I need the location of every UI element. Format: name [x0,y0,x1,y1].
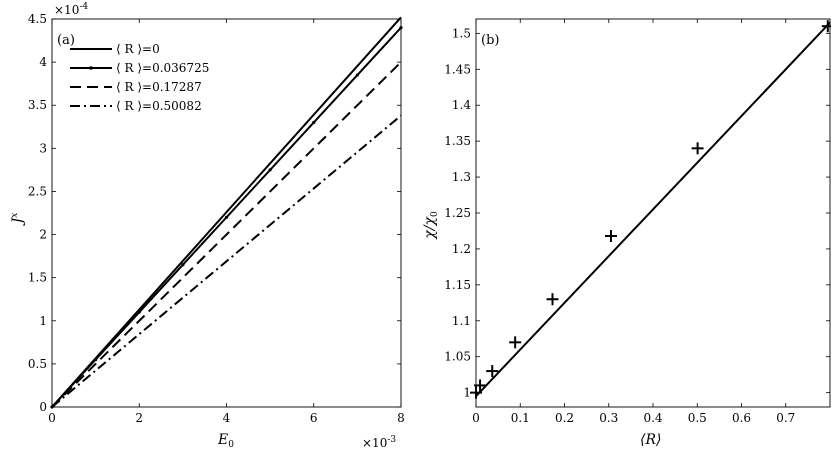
panel-a-ytick-label: 4 [39,55,47,69]
panel-a-ytick-label: 1.5 [28,271,47,285]
panel-a-series-line-4 [51,114,402,408]
panel-b-marks [470,20,831,399]
panel-a-ytick-label: 1 [39,314,47,328]
panel-b-point-1 [470,386,482,399]
panel-b-ytick-label: 1.45 [444,62,471,76]
panel-b-xtick-label: 0.1 [511,411,530,425]
panel-b-xtick-label: 0.5 [688,411,707,425]
panel-b-point-6 [604,229,617,242]
panel-b-point-7 [691,142,704,155]
panel-b-xtick-label: 0.3 [599,411,618,425]
panel-b-ytick-label: 1.25 [444,206,471,220]
panel-a-ytick-label: 3.5 [28,98,47,112]
panel-b-ytick-label: 1.35 [444,134,471,148]
panel-b-point-3 [486,365,499,378]
panel-a-series-marker [94,357,98,362]
panel-a-xtick-label: 8 [397,411,405,425]
legend-label-1: ⟨ R ⟩=0 [116,42,160,56]
panel-b-fit-line [475,21,831,397]
panel-b-ylabel: χ/χ0 [422,211,440,240]
legend-label-4: ⟨ R ⟩=0.50082 [116,99,202,113]
panel-a-ticks: 0 2 4 6 8 0 0.5 1 1.5 2 2.5 3 3.5 4 4.5 [28,12,405,425]
panel-b-xtick-label: 0.4 [643,411,662,425]
panel-a-ytick-label: 2.5 [28,184,47,198]
panel-a-ytick-label: 0.5 [28,357,47,371]
panel-a-series-marker [355,73,359,77]
panel-b-xtick-label: 0.6 [732,411,751,425]
panel-b-ticks: 0 0.1 0.2 0.3 0.4 0.5 0.6 0.7 1 1.05 1.1 1.15 1.2 1.2… [444,19,830,425]
panel-a-series-marker [181,263,185,267]
legend-label-3: ⟨ R ⟩=0.17287 [116,80,202,94]
panel-b-ytick-label: 1.05 [444,350,471,364]
panel-a: 0 2 4 6 8 0 0.5 1 1.5 2 2.5 3 3.5 4 4.5 (a) ×10-4 ×10-… [10,2,405,450]
panel-b-xlabel: ⟨R⟩ [640,432,661,448]
panel-b: 0 0.1 0.2 0.3 0.4 0.5 0.6 0.7 1 1.05 1.1 1.15 1.2 1.2… [422,18,831,448]
panel-a-ytick-label: 2 [39,228,47,242]
panel-b-point-5 [546,293,559,306]
panel-a-series-marker [224,215,229,219]
panel-a-series-line-3 [51,61,402,408]
panel-b-ytick-label: 1.2 [452,242,471,256]
panel-b-point-2 [474,379,487,392]
panel-a-xlabel: E0 [217,432,234,450]
panel-a-tag: (a) [57,33,75,48]
panel-b-tag: (b) [481,33,499,48]
panel-a-legend: ⟨ R ⟩=0 ⟨ R ⟩=0.036725 ⟨ R ⟩=0.17287 ⟨ R ⟩=… [70,42,209,113]
panel-a-y-multiplier: ×10-4 [54,2,88,17]
legend-label-2: ⟨ R ⟩=0.036725 [116,61,209,75]
panel-b-xtick-label: 0.2 [555,411,574,425]
panel-b-ytick-label: 1.4 [452,98,471,112]
panel-a-ylabel: Jx [10,213,26,227]
panel-b-ytick-label: 1.1 [452,314,471,328]
panel-a-lines [50,16,403,409]
panel-a-series-marker [137,310,141,314]
panel-b-ytick-label: 1.15 [444,278,471,292]
panel-a-ytick-label: 3 [39,141,47,155]
panel-a-ytick-label: 0 [39,400,47,414]
panel-a-series-marker [312,120,316,125]
panel-b-ytick-label: 1.3 [452,170,471,184]
panel-b-xtick-label: 0.7 [776,411,795,425]
panel-b-point-4 [509,336,522,349]
panel-a-xtick-label: 6 [310,411,318,425]
panel-a-series-line-1 [51,16,402,408]
panel-b-xtick-label: 0 [472,411,480,425]
panel-a-ytick-label: 4.5 [28,12,47,26]
panel-a-series-marker [268,168,272,172]
panel-b-ytick-label: 1 [463,386,471,400]
panel-a-xtick-label: 2 [135,411,143,425]
panel-a-series-marker [399,26,403,30]
panel-a-xtick-label: 0 [48,411,56,425]
panel-b-point-8 [821,20,831,33]
panel-b-ytick-label: 1.5 [452,26,471,40]
panel-a-xtick-label: 4 [223,411,231,425]
legend-marker [89,66,93,70]
panel-a-x-multiplier: ×10-3 [362,435,396,450]
